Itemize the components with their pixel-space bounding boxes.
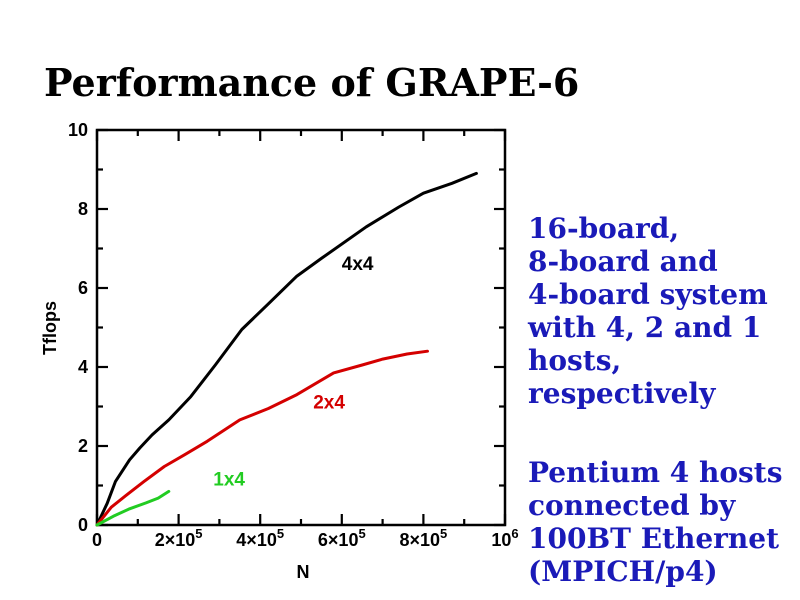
annotation-line: with 4, 2 and 1 bbox=[528, 311, 762, 344]
tick-marks bbox=[95, 128, 507, 527]
slide-title: Performance of GRAPE-6 bbox=[44, 60, 580, 105]
x-tick-label: 106 bbox=[491, 526, 518, 550]
series-curve-1x4 bbox=[95, 489, 171, 527]
plot-area bbox=[95, 128, 507, 527]
annotation-line: hosts, bbox=[528, 344, 622, 377]
annotation-line: 4-board system bbox=[528, 278, 768, 311]
annotation-host-config: Pentium 4 hosts connected by 100BT Ether… bbox=[528, 456, 783, 588]
annotation-line: 16-board, bbox=[528, 212, 680, 245]
annotation-line: Pentium 4 hosts bbox=[528, 456, 783, 489]
y-tick-label: 4 bbox=[78, 357, 88, 377]
y-axis-label: Tflops bbox=[40, 301, 60, 355]
series-labels: 4x4 2x4 1x4 bbox=[213, 254, 374, 490]
series-curve-4x4 bbox=[95, 171, 478, 527]
x-axis-label: N bbox=[297, 562, 310, 582]
tick-labels: 0 2×105 4×105 6×105 8×105 106 0 2 4 6 8 10 bbox=[68, 120, 519, 550]
y-tick-label: 10 bbox=[68, 120, 88, 140]
annotation-system-config: 16-board, 8-board and 4-board system wit… bbox=[528, 212, 768, 410]
performance-chart: 0 2×105 4×105 6×105 8×105 106 0 2 4 6 8 10 4x4 2x4 1x… bbox=[40, 120, 519, 582]
x-tick-label: 2×105 bbox=[155, 526, 203, 550]
x-tick-label: 6×105 bbox=[318, 526, 366, 550]
x-tick-label: 8×105 bbox=[400, 526, 448, 550]
y-tick-label: 8 bbox=[78, 199, 88, 219]
annotation-line: 100BT Ethernet bbox=[528, 522, 780, 555]
annotation-line: connected by bbox=[528, 489, 736, 522]
annotation-line: (MPICH/p4) bbox=[528, 555, 718, 588]
series-label-1x4: 1x4 bbox=[213, 470, 245, 491]
series-curves bbox=[95, 171, 478, 527]
series-label-4x4: 4x4 bbox=[342, 254, 374, 275]
y-tick-label: 6 bbox=[78, 278, 88, 298]
series-curve-2x4 bbox=[95, 349, 429, 527]
y-tick-label: 0 bbox=[78, 515, 88, 535]
annotation-line: 8-board and bbox=[528, 245, 718, 278]
annotation-line: respectively bbox=[528, 377, 716, 410]
series-label-2x4: 2x4 bbox=[313, 392, 345, 413]
x-tick-label: 0 bbox=[92, 530, 102, 550]
y-tick-label: 2 bbox=[78, 436, 88, 456]
x-tick-label: 4×105 bbox=[236, 526, 284, 550]
